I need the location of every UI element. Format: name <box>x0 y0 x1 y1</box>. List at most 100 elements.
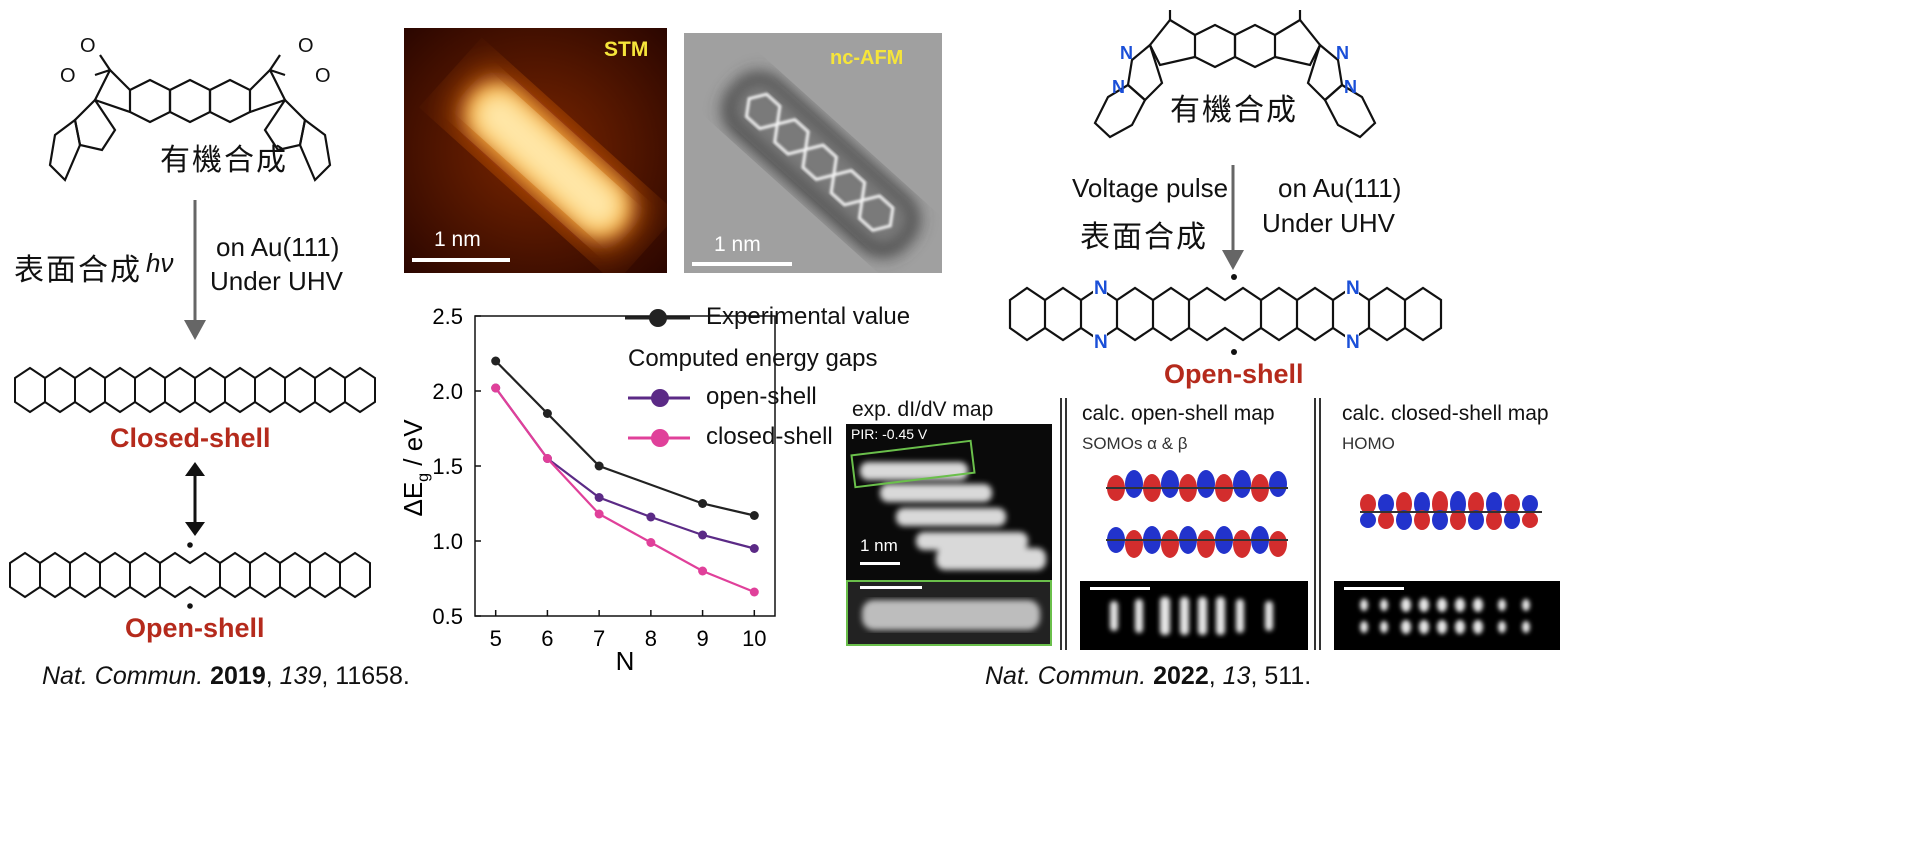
calc-open-shell-map-title: calc. open-shell map <box>1082 402 1275 425</box>
left-citation: Nat. Commun. 2019, 139, 11658. <box>42 662 410 690</box>
left-citation-volume: 139 <box>279 662 322 690</box>
nc-afm-label: nc-AFM <box>830 47 904 69</box>
x-tick-label-5: 5 <box>490 626 502 651</box>
y-tick-label-1: 1.0 <box>432 529 463 554</box>
left-citation-year: 2019 <box>210 662 266 690</box>
stm-label: STM <box>604 38 649 61</box>
svg-text:N: N <box>1336 43 1349 63</box>
left-reaction-arrow <box>184 200 206 340</box>
calc-closed-shell-map-title: calc. closed-shell map <box>1342 402 1549 425</box>
series-2-point-5 <box>491 383 501 393</box>
legend-experimental: Experimental value <box>706 303 911 330</box>
left-condition-uhv: Under UHV <box>210 266 343 296</box>
resonance-arrow <box>185 462 205 536</box>
voltage-pulse-label: Voltage pulse <box>1072 173 1229 203</box>
right-organic-synthesis-label: 有機合成 <box>1170 93 1298 128</box>
right-precursor-molecule: N N N N <box>1093 10 1377 139</box>
series-0-point-5 <box>491 356 501 366</box>
series-2-point-6 <box>542 454 552 463</box>
nonacene-closed-shell-structure <box>14 366 376 414</box>
right-condition-uhv: Under UHV <box>1262 208 1395 238</box>
series-1-point-7 <box>594 493 604 502</box>
stm-scale-bar <box>412 258 510 262</box>
stm-scale-label: 1 nm <box>434 228 481 251</box>
series-0-point-6 <box>542 409 552 418</box>
nonacene-open-shell-structure <box>9 542 371 609</box>
stm-image: STM 1 nm <box>404 28 667 273</box>
calc-closed-shell-map <box>1334 581 1560 650</box>
left-citation-journal: Nat. Commun. <box>42 662 204 690</box>
svg-text:N: N <box>1112 77 1125 97</box>
series-1-point-8 <box>646 512 656 522</box>
y-tick-label-0: 0.5 <box>432 604 463 629</box>
series-2-point-9 <box>698 566 708 576</box>
left-condition-au: on Au(111) <box>216 232 340 262</box>
left-organic-synthesis-label: 有機合成 <box>160 143 288 178</box>
series-2-point-7 <box>594 509 604 519</box>
series-0-point-9 <box>698 499 708 508</box>
series-2-point-8 <box>646 538 656 547</box>
svg-text:O: O <box>315 65 331 87</box>
right-reaction-arrow <box>1222 165 1244 270</box>
map-divider-2 <box>1314 398 1321 650</box>
energy-gap-chart: 5 6 7 8 9 10 0.5 1.0 1.5 2.0 2.5 ΔEg / eV N <box>400 304 776 676</box>
series-1-point-10 <box>749 544 759 553</box>
right-surface-synthesis-label: 表面合成 <box>1080 220 1208 255</box>
right-citation-journal: Nat. Commun. <box>985 662 1147 690</box>
y-axis-label: ΔEg / eV <box>400 419 432 517</box>
series-0-point-10 <box>749 511 759 520</box>
series-line-2 <box>494 387 755 594</box>
pir-voltage-label: PIR: -0.45 V <box>851 426 928 442</box>
svg-text:O: O <box>60 65 76 87</box>
afm-scale-bar <box>692 262 792 266</box>
svg-text:N: N <box>1346 332 1360 353</box>
series-1-point-9 <box>698 530 708 540</box>
exp-didv-map-title: exp. dI/dV map <box>852 398 994 421</box>
x-tick-label-6: 6 <box>541 626 553 651</box>
legend-closed-shell: closed-shell <box>706 423 833 450</box>
x-tick-label-7: 7 <box>593 626 605 651</box>
y-axis-label-unit: / eV <box>400 419 428 473</box>
right-open-shell-label: Open-shell <box>1164 359 1304 389</box>
svg-text:N: N <box>1094 332 1108 353</box>
right-citation: Nat. Commun. 2022, 13, 511. <box>985 662 1312 690</box>
x-tick-label-10: 10 <box>742 626 766 651</box>
svg-text:N: N <box>1346 278 1360 299</box>
chart-legend <box>625 309 690 447</box>
calc-open-shell-map-subtitle: SOMOs α & β <box>1082 434 1188 453</box>
y-tick-label-2: 1.5 <box>432 454 463 479</box>
aza-acene-open-shell-structure: N N N N <box>1008 274 1443 355</box>
right-condition-au: on Au(111) <box>1278 173 1402 203</box>
map-divider-1 <box>1060 398 1067 650</box>
nc-afm-image: nc-AFM 1 nm <box>684 33 942 273</box>
legend-open-shell: open-shell <box>706 383 817 410</box>
exp-map-scale-label: 1 nm <box>860 536 898 555</box>
y-axis-label-main: ΔE <box>400 482 428 517</box>
y-tick-label-4: 2.5 <box>432 304 463 329</box>
calc-closed-shell-map-subtitle: HOMO <box>1342 434 1395 453</box>
svg-text:O: O <box>80 35 96 57</box>
somo-orbital-render <box>1106 470 1288 558</box>
exp-didv-map: PIR: -0.45 V 1 nm <box>846 424 1052 646</box>
x-axis-label: N <box>616 646 635 676</box>
left-open-shell-label: Open-shell <box>125 613 265 643</box>
left-precursor-molecule: O O O O <box>48 35 332 182</box>
calc-open-shell-map <box>1080 581 1308 650</box>
y-axis-label-sub: g <box>415 473 432 482</box>
left-citation-pages: , 11658. <box>321 662 410 690</box>
legend-computed-title: Computed energy gaps <box>628 345 878 372</box>
light-hv-label: hν <box>146 248 174 278</box>
right-citation-year: 2022 <box>1153 662 1209 690</box>
svg-text:N: N <box>1344 77 1357 97</box>
left-surface-synthesis-label: 表面合成 <box>14 253 142 288</box>
svg-text:N: N <box>1094 278 1108 299</box>
y-tick-label-3: 2.0 <box>432 379 463 404</box>
closed-shell-label: Closed-shell <box>110 423 271 453</box>
homo-orbital-render <box>1360 491 1542 530</box>
svg-text:O: O <box>298 35 314 57</box>
x-tick-label-9: 9 <box>696 626 708 651</box>
right-citation-volume: 13 <box>1222 662 1251 690</box>
right-citation-pages: , 511. <box>1250 662 1312 690</box>
series-2-point-10 <box>749 587 759 597</box>
afm-scale-label: 1 nm <box>714 233 761 256</box>
